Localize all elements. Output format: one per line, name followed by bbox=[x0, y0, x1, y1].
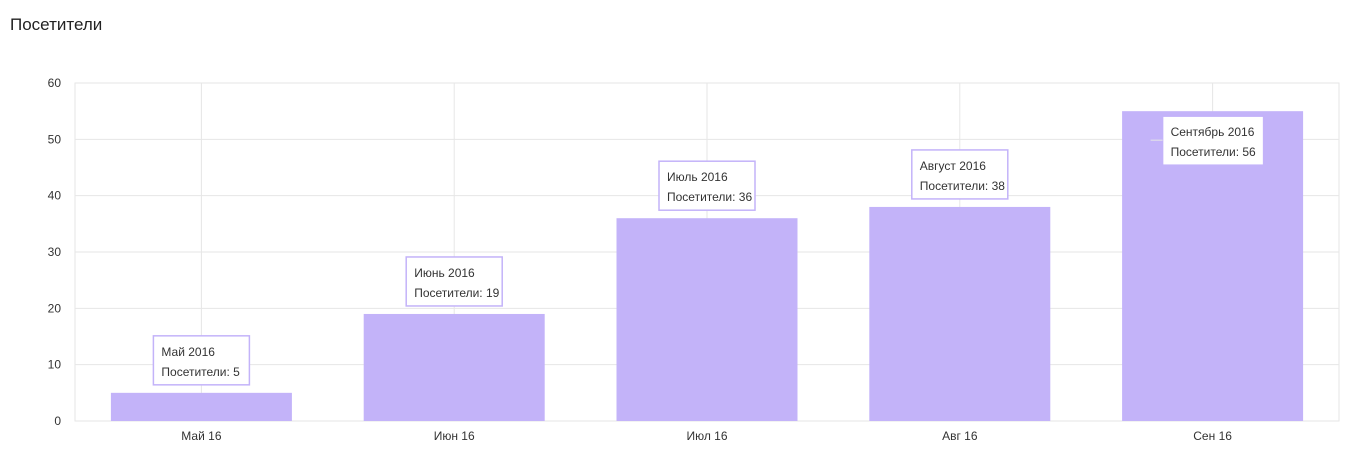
bar bbox=[616, 218, 798, 421]
y-tick-label: 60 bbox=[48, 76, 62, 90]
tooltip-title: Май 2016 bbox=[161, 345, 215, 359]
tooltip-title: Июнь 2016 bbox=[414, 266, 475, 280]
tooltip-title: Сентябрь 2016 bbox=[1171, 125, 1255, 139]
y-tick-label: 20 bbox=[48, 301, 62, 315]
tooltip-title: Июль 2016 bbox=[667, 170, 728, 184]
tooltip-value: Посетители: 19 bbox=[414, 286, 499, 300]
annotation-tooltip: Август 2016 Посетители: 38 bbox=[911, 149, 1009, 200]
y-tick-label: 50 bbox=[48, 132, 62, 146]
tooltip-value: Посетители: 5 bbox=[161, 365, 240, 379]
tooltips: Май 2016 Посетители: 5 Июнь 2016 Посетители… bbox=[152, 115, 1265, 386]
y-tick-label: 0 bbox=[54, 414, 61, 428]
annotation-tooltip: Июнь 2016 Посетители: 19 bbox=[405, 256, 503, 307]
x-tick-label: Июл 16 bbox=[686, 429, 727, 443]
tooltip-value: Посетители: 56 bbox=[1171, 145, 1256, 159]
tooltip-box bbox=[911, 149, 1009, 200]
tooltip-box bbox=[152, 335, 251, 386]
tooltip-box bbox=[1161, 115, 1265, 166]
annotation-tooltip: Сентябрь 2016 Посетители: 56 bbox=[1150, 115, 1265, 166]
x-tick-label: Сен 16 bbox=[1193, 429, 1232, 443]
bar bbox=[869, 206, 1051, 421]
bar bbox=[363, 313, 545, 421]
annotation-tooltip: Июль 2016 Посетители: 36 bbox=[658, 160, 756, 211]
y-axis: 0 10 20 30 40 50 60 bbox=[48, 76, 62, 428]
x-tick-label: Авг 16 bbox=[942, 429, 978, 443]
tooltip-box bbox=[658, 160, 756, 211]
tooltip-box bbox=[405, 256, 503, 307]
tooltip-value: Посетители: 38 bbox=[920, 179, 1005, 193]
y-tick-label: 30 bbox=[48, 245, 62, 259]
y-tick-label: 40 bbox=[48, 189, 62, 203]
tooltip-title: Август 2016 bbox=[920, 159, 986, 173]
tooltip-value: Посетители: 36 bbox=[667, 190, 752, 204]
y-tick-label: 10 bbox=[48, 358, 62, 372]
x-tick-label: Май 16 bbox=[181, 429, 222, 443]
x-axis: Май 16 Июн 16 Июл 16 Авг 16 Сен 16 bbox=[181, 429, 1232, 443]
x-tick-label: Июн 16 bbox=[434, 429, 475, 443]
page-title: Посетители bbox=[10, 15, 103, 34]
annotation-tooltip: Май 2016 Посетители: 5 bbox=[152, 335, 251, 386]
bars bbox=[110, 111, 1304, 422]
bar bbox=[110, 392, 292, 421]
